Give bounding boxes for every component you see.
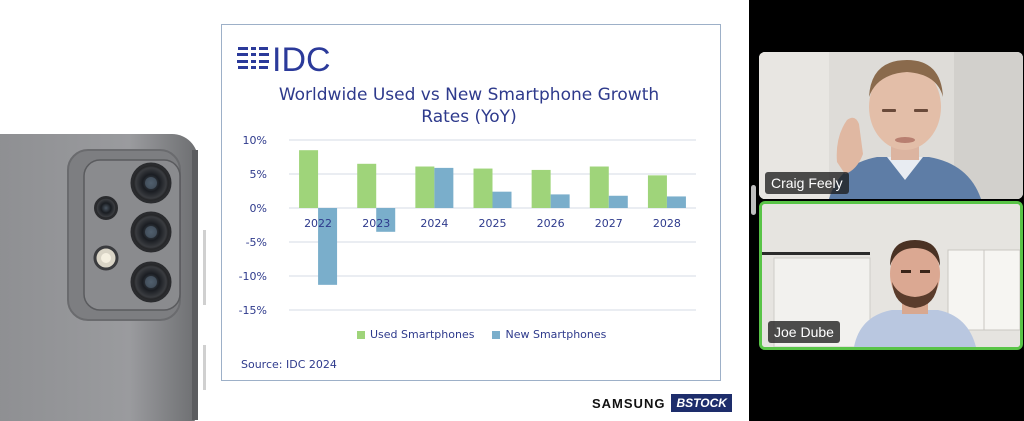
- legend-label-used: Used Smartphones: [370, 328, 475, 341]
- bar-used-2027: [589, 166, 609, 208]
- legend-swatch-used: [357, 330, 365, 339]
- participant-video-tile[interactable]: Craig Feely: [759, 52, 1023, 199]
- samsung-bstock-logo: SAMSUNG BSTOCK: [592, 394, 732, 412]
- samsung-wordmark: SAMSUNG: [592, 395, 666, 411]
- x-tick-label: 2023: [362, 217, 390, 230]
- x-tick-label: 2024: [420, 217, 448, 230]
- legend-entry-new: New Smartphones: [492, 328, 606, 341]
- active-speaker-video-tile[interactable]: Joe Dube: [759, 201, 1023, 350]
- shared-screen: IDC Worldwide Used vs New Smartphone Gro…: [0, 0, 749, 421]
- participant-name-label: Craig Feely: [765, 172, 849, 194]
- idc-logo-text: IDC: [272, 41, 331, 78]
- bstock-wordmark: BSTOCK: [671, 394, 732, 412]
- bar-used-2026: [531, 169, 551, 208]
- phone-camera-image: [0, 134, 206, 421]
- y-tick-label: -10%: [239, 270, 267, 283]
- chart-legend: Used Smartphones New Smartphones: [357, 328, 606, 341]
- chart-title: Worldwide Used vs New Smartphone Growth …: [251, 84, 687, 128]
- bar-used-2024: [415, 166, 435, 208]
- legend-swatch-new: [492, 330, 501, 339]
- bar-new-2024: [434, 167, 454, 208]
- chart-title-line-2: Rates (YoY): [421, 107, 517, 127]
- x-tick-label: 2028: [653, 217, 681, 230]
- bar-new-2023: [376, 208, 396, 232]
- y-tick-label: -15%: [239, 304, 267, 317]
- bar-used-2025: [473, 168, 493, 208]
- legend-label-new: New Smartphones: [505, 328, 607, 341]
- x-tick-label: 2027: [595, 217, 623, 230]
- bar-new-2022: [318, 208, 338, 285]
- x-tick-label: 2025: [479, 217, 507, 230]
- split-view-drag-handle[interactable]: [751, 185, 756, 215]
- legend-entry-used: Used Smartphones: [357, 328, 474, 341]
- x-tick-label: 2022: [304, 217, 332, 230]
- bar-new-2027: [608, 195, 628, 208]
- idc-globe-icon: [237, 42, 269, 74]
- bar-used-2023: [357, 163, 377, 208]
- bar-new-2026: [550, 194, 570, 208]
- participant-name-label: Joe Dube: [768, 321, 840, 343]
- bar-used-2022: [299, 150, 319, 208]
- bar-new-2025: [492, 191, 512, 208]
- x-tick-label: 2026: [537, 217, 565, 230]
- chart-source: Source: IDC 2024: [241, 358, 337, 371]
- idc-logo: IDC: [237, 41, 331, 78]
- y-tick-label: 0%: [250, 202, 267, 215]
- bar-new-2028: [666, 196, 686, 208]
- y-tick-label: 5%: [250, 168, 267, 181]
- bar-used-2028: [647, 175, 667, 208]
- participant-video-feed: [759, 52, 1023, 199]
- y-tick-label: -5%: [246, 236, 267, 249]
- bar-chart: 10% 5% 0% -5% -10% -15% 2022 2023 2024 2025 2026 20…: [239, 134, 696, 317]
- y-tick-label: 10%: [243, 134, 267, 147]
- chart-title-line-1: Worldwide Used vs New Smartphone Growth: [278, 85, 660, 105]
